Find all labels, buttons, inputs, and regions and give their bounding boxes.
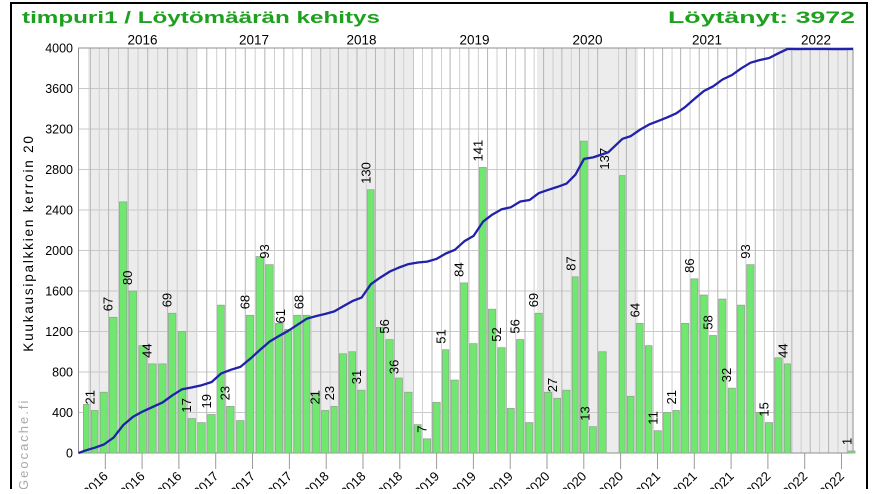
svg-text:31: 31 — [349, 370, 364, 384]
svg-text:2020: 2020 — [572, 33, 602, 48]
svg-text:69: 69 — [160, 293, 175, 307]
svg-text:2017: 2017 — [239, 33, 269, 48]
svg-text:21: 21 — [82, 390, 97, 404]
svg-text:51: 51 — [434, 329, 449, 343]
svg-text:58: 58 — [701, 315, 716, 329]
svg-text:Geocache.fi: Geocache.fi — [16, 399, 31, 489]
svg-text:2018: 2018 — [346, 33, 376, 48]
svg-text:68: 68 — [237, 295, 252, 309]
svg-text:141: 141 — [470, 140, 485, 162]
svg-text:44: 44 — [140, 343, 155, 357]
svg-text:2021: 2021 — [692, 33, 722, 48]
svg-text:800: 800 — [52, 366, 73, 380]
svg-text:86: 86 — [682, 258, 697, 272]
svg-text:56: 56 — [377, 319, 392, 333]
svg-text:44: 44 — [775, 343, 790, 357]
svg-text:130: 130 — [358, 162, 373, 184]
svg-text:2019: 2019 — [459, 33, 489, 48]
svg-text:400: 400 — [52, 406, 73, 420]
svg-text:7: 7 — [415, 426, 430, 433]
svg-text:32: 32 — [719, 368, 734, 382]
svg-text:0: 0 — [66, 447, 73, 461]
svg-text:1600: 1600 — [45, 285, 73, 299]
svg-text:84: 84 — [452, 262, 467, 276]
svg-text:2022: 2022 — [801, 33, 831, 48]
svg-text:15: 15 — [756, 402, 771, 416]
svg-text:4000: 4000 — [45, 42, 73, 56]
svg-text:69: 69 — [526, 293, 541, 307]
svg-text:80: 80 — [120, 271, 135, 285]
svg-text:2400: 2400 — [45, 204, 73, 218]
svg-text:11: 11 — [645, 411, 660, 425]
svg-text:64: 64 — [627, 303, 642, 317]
svg-text:21: 21 — [308, 390, 323, 404]
svg-text:2000: 2000 — [45, 244, 73, 258]
svg-text:23: 23 — [322, 386, 337, 400]
svg-text:1200: 1200 — [45, 325, 73, 339]
svg-text:2016: 2016 — [127, 33, 157, 48]
svg-text:27: 27 — [545, 378, 560, 392]
svg-text:93: 93 — [257, 244, 272, 258]
svg-text:23: 23 — [218, 386, 233, 400]
svg-text:2800: 2800 — [45, 163, 73, 177]
svg-text:17: 17 — [179, 398, 194, 412]
svg-text:Löytänyt: 3972: Löytänyt: 3972 — [668, 8, 855, 27]
svg-text:13: 13 — [578, 406, 593, 420]
svg-text:3200: 3200 — [45, 123, 73, 137]
svg-text:61: 61 — [273, 309, 288, 323]
svg-text:56: 56 — [508, 319, 523, 333]
svg-text:93: 93 — [738, 244, 753, 258]
svg-text:21: 21 — [664, 390, 679, 404]
svg-text:3600: 3600 — [45, 82, 73, 96]
svg-text:67: 67 — [101, 297, 116, 311]
svg-text:Kuukausipalkkien kerroin 20: Kuukausipalkkien kerroin 20 — [21, 134, 36, 351]
svg-text:52: 52 — [489, 327, 504, 341]
svg-text:36: 36 — [387, 360, 402, 374]
svg-text:68: 68 — [291, 295, 306, 309]
svg-text:19: 19 — [199, 394, 214, 408]
svg-text:1: 1 — [839, 438, 854, 445]
svg-text:87: 87 — [563, 256, 578, 270]
svg-text:timpuri1 / Löytömäärän kehitys: timpuri1 / Löytömäärän kehitys — [22, 8, 380, 27]
